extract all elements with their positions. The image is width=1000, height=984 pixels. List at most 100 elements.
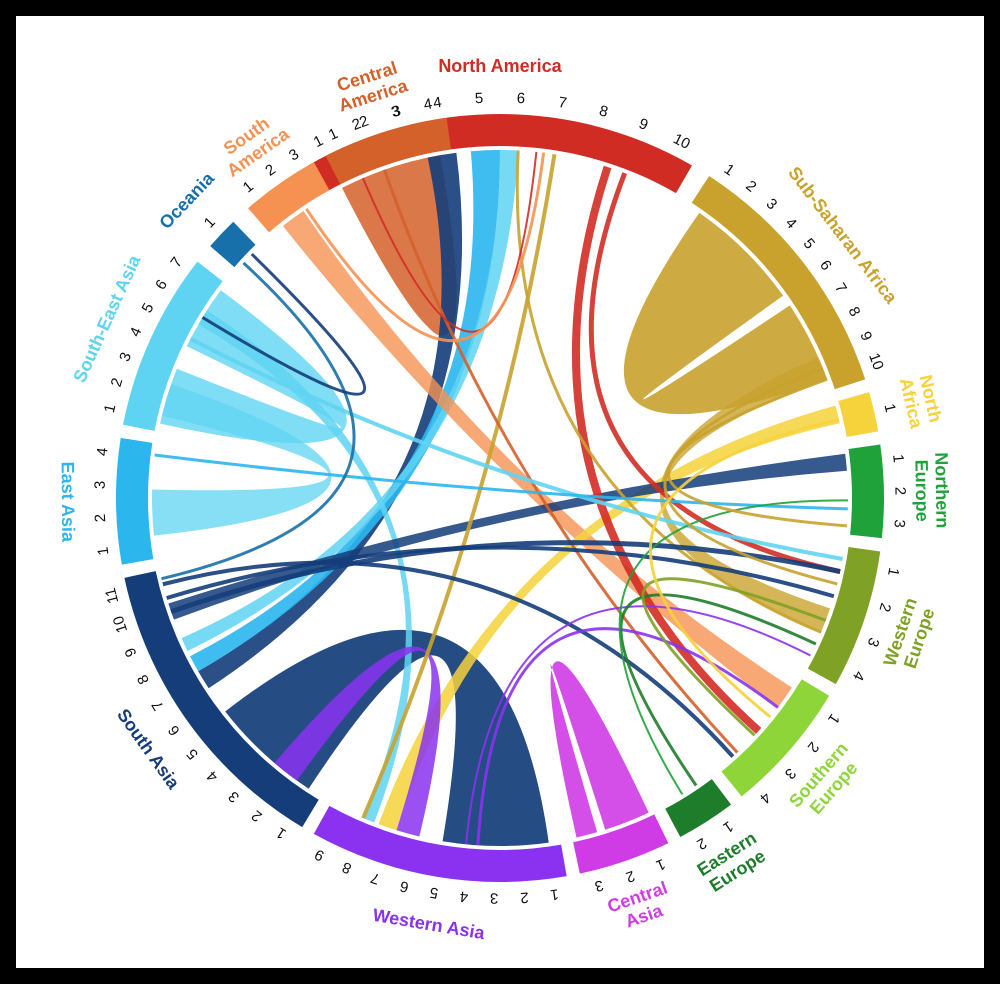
chord-south-america-north-america	[305, 152, 546, 343]
chord-oceania-south-east-asia	[201, 253, 366, 396]
region-label-south-america: SouthAmerica	[212, 107, 294, 181]
tick-label-north-africa-1: 1	[881, 402, 899, 414]
tick-label-western-asia-4: 4	[459, 888, 469, 906]
ribbon-western-asia-south-asia	[274, 646, 441, 837]
ribbon-south-asia-western-asia	[225, 629, 549, 846]
tick-label-southern-europe-3: 3	[781, 764, 799, 782]
tick-label-sub-saharan-africa-9: 9	[856, 329, 875, 344]
chord-east-asia-northern-europe	[154, 453, 848, 511]
region-label-line: East Asia	[58, 461, 79, 543]
arc-western-asia	[313, 805, 567, 883]
chord-south-asia-southern-europe	[162, 560, 735, 758]
region-label-southern-europe: SouthernEurope	[785, 738, 867, 824]
ribbons-layer	[152, 150, 848, 846]
arc-northern-europe	[848, 444, 884, 539]
arc-south-east-asia	[123, 261, 223, 431]
tick-label-western-asia-3: 3	[490, 889, 499, 906]
region-label-western-asia: Western Asia	[371, 905, 487, 944]
tick-label-south-east-asia-2: 2	[108, 376, 127, 389]
tick-label-sub-saharan-africa-7: 7	[831, 280, 850, 296]
ribbon-central-asia-central-asia	[550, 661, 649, 838]
chord-sub-saharan-africa-western-europe	[663, 366, 838, 586]
chord-western-asia-southern-europe	[476, 627, 779, 846]
chord-diagram: 123 4 5 6 7 891012345678910112312341234121231…	[58, 56, 953, 944]
tick-label-south-asia-11: 11	[102, 586, 122, 605]
tick-label-south-asia-6: 6	[165, 722, 184, 739]
tick-label-sub-saharan-africa-5: 5	[800, 235, 818, 252]
tick-label-oceania-1: 1	[201, 214, 219, 232]
tick-label-south-asia-1: 1	[273, 824, 289, 843]
tick-label-central-america-1: 1	[326, 125, 341, 144]
tick-label-south-east-asia-3: 3	[116, 350, 135, 364]
tick-label-western-asia-2: 2	[520, 889, 529, 906]
region-label-line: Western Asia	[371, 905, 487, 944]
region-label-south-east-asia: South-East Asia	[69, 251, 145, 385]
region-label-eastern-europe: EasternEurope	[694, 828, 771, 897]
region-label-line: South Asia	[113, 705, 184, 793]
ribbon-north-america-south-asia	[198, 152, 463, 689]
ribbon-south-america-southern-europe	[282, 210, 792, 708]
tick-label-sub-saharan-africa-2: 2	[742, 177, 759, 195]
tick-label-south-asia-3: 3	[225, 788, 243, 806]
region-label-north-africa: NorthAfrica	[896, 371, 947, 431]
region-label-line: Europe	[911, 459, 932, 521]
tick-label-southern-europe-1: 1	[824, 711, 843, 727]
tick-label-western-asia-6: 6	[398, 877, 410, 896]
chord-north-america-western-europe	[588, 172, 841, 574]
ribbon-central-america-north-america	[342, 155, 457, 336]
tick-label-east-asia-2: 2	[92, 513, 109, 522]
chord-western-asia-western-europe	[465, 605, 811, 845]
tick-label-sub-saharan-africa-4: 4	[782, 215, 800, 233]
tick-label-south-asia-5: 5	[183, 745, 201, 762]
tick-label-western-europe-2: 2	[875, 601, 894, 614]
tick-label-north-america-10: 10	[670, 130, 693, 153]
ribbon-northern-europe-south-asia	[168, 453, 847, 620]
arc-oceania	[210, 221, 256, 268]
arc-south-america	[248, 162, 330, 233]
arc-southern-europe	[721, 679, 830, 797]
tick-label-sub-saharan-africa-3: 3	[763, 195, 781, 213]
arc-east-asia	[116, 437, 154, 565]
tick-label-western-asia-1: 1	[549, 885, 560, 903]
tick-label-east-asia-3: 3	[92, 480, 109, 489]
tick-label-central-america-4: 4	[422, 95, 433, 113]
chord-south-east-asia-western-europe	[189, 337, 843, 561]
region-label-east-asia: East Asia	[58, 461, 79, 543]
tick-label-northern-europe-3: 3	[890, 519, 907, 528]
tick-label-north-america-1: 1	[311, 132, 326, 151]
tick-label-north-america-4: 4	[432, 94, 443, 112]
region-label-line: South-East Asia	[69, 251, 145, 385]
region-label-northern-europe: NorthernEurope	[911, 452, 952, 529]
tick-label-northern-europe-2: 2	[891, 487, 908, 496]
ribbon-north-america-south-asia	[190, 150, 500, 672]
tick-label-sub-saharan-africa-1: 1	[721, 161, 738, 180]
chord-diagram-frame: 1 2 3 4 5 6 7 8 9 10 1 2 3 4 5 6 7 8 9 10 1 1 2 3 1 2 3 4 1 2 3 4 1 2 1 2 3 1…	[16, 16, 984, 968]
tick-label-north-america-9: 9	[636, 115, 650, 134]
tick-label-south-east-asia-6: 6	[152, 277, 171, 293]
tick-label-north-america-6: 6	[516, 90, 525, 107]
tick-label-western-asia-9: 9	[312, 845, 327, 864]
chord-central-america-north-america	[361, 151, 538, 333]
region-label-line: North America	[438, 56, 562, 76]
tick-label-western-asia-7: 7	[369, 869, 382, 888]
tick-label-western-europe-3: 3	[864, 635, 883, 649]
chord-southern-europe-western-europe	[641, 577, 827, 737]
tick-label-central-asia-1: 1	[653, 855, 667, 874]
tick-label-south-asia-4: 4	[203, 767, 221, 785]
tick-label-south-america-2: 2	[262, 161, 279, 180]
tick-label-south-asia-9: 9	[121, 645, 140, 659]
tick-label-western-asia-5: 5	[428, 883, 439, 901]
tick-label-south-america-3: 3	[286, 146, 302, 165]
region-label-south-asia: South Asia	[113, 705, 184, 793]
arcs-layer	[116, 113, 884, 883]
tick-label-central-asia-2: 2	[624, 867, 637, 886]
region-label-north-america: North America	[438, 56, 562, 76]
tick-label-north-america-7: 7	[557, 94, 568, 112]
tick-label-south-asia-10: 10	[110, 614, 131, 635]
tick-label-east-asia-4: 4	[94, 447, 112, 457]
tick-label-northern-europe-1: 1	[889, 454, 907, 464]
region-label-line: Northern	[931, 452, 952, 528]
tick-label-south-east-asia-5: 5	[139, 300, 158, 315]
arc-north-africa	[838, 392, 879, 437]
arc-sub-saharan-africa	[691, 175, 866, 390]
